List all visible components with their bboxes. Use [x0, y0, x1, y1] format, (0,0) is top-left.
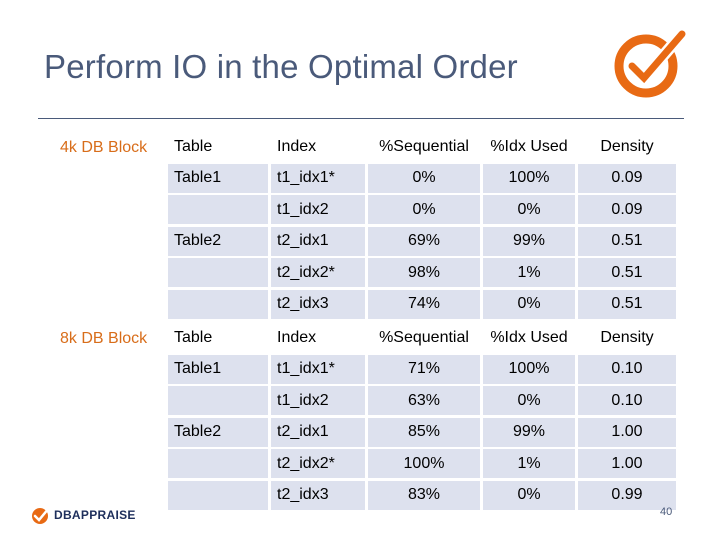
- table-cell-index: t1_idx1*: [271, 163, 365, 193]
- table-cell-idx_used: 0%: [483, 480, 575, 510]
- table-cell-idx_used: 0%: [483, 289, 575, 319]
- table-cell-table: [168, 386, 268, 415]
- table-cell-density: 0.10: [578, 386, 676, 415]
- column-header: %Idx Used: [483, 323, 575, 352]
- column-header: Table: [168, 323, 268, 352]
- table-cell-seq: 100%: [368, 449, 480, 478]
- table-cell-idx_used: 1%: [483, 449, 575, 478]
- column-header: %Sequential: [368, 323, 480, 352]
- table-cell-seq: 69%: [368, 226, 480, 256]
- table-cell-seq: 0%: [368, 195, 480, 224]
- table-cell-idx_used: 100%: [483, 163, 575, 193]
- table-cell-table: Table2: [168, 226, 268, 256]
- column-header: %Sequential: [368, 132, 480, 161]
- table-cell-idx_used: 0%: [483, 386, 575, 415]
- table-cell-seq: 85%: [368, 417, 480, 447]
- column-header: Density: [578, 323, 676, 352]
- table-cell-table: [168, 289, 268, 319]
- checkmark-logo-icon: [614, 28, 688, 98]
- checkmark-small-icon: [32, 506, 51, 524]
- column-header: %Idx Used: [483, 132, 575, 161]
- table-4k-block: Table Index %Sequential %Idx Used Density Tab…: [168, 132, 676, 319]
- table-cell-table: [168, 480, 268, 510]
- table-cell-index: t2_idx3: [271, 289, 365, 319]
- page-number: 40: [660, 506, 673, 518]
- table-cell-density: 0.09: [578, 163, 676, 193]
- table-cell-idx_used: 0%: [483, 195, 575, 224]
- table-cell-table: [168, 449, 268, 478]
- table-cell-index: t1_idx1*: [271, 354, 365, 384]
- table-cell-idx_used: 1%: [483, 258, 575, 287]
- table-cell-index: t1_idx2: [271, 195, 365, 224]
- table-cell-seq: 98%: [368, 258, 480, 287]
- dbappraise-logo: DBAPPRAISE: [30, 504, 136, 526]
- table-cell-density: 0.51: [578, 258, 676, 287]
- table-cell-table: Table2: [168, 417, 268, 447]
- column-header: Index: [271, 323, 365, 352]
- table-8k-block: Table Index %Sequential %Idx Used Density Tab…: [168, 323, 676, 510]
- table-cell-seq: 74%: [368, 289, 480, 319]
- table-cell-index: t2_idx3: [271, 480, 365, 510]
- column-header: Density: [578, 132, 676, 161]
- column-header: Table: [168, 132, 268, 161]
- table-cell-seq: 83%: [368, 480, 480, 510]
- section-label-4k: 4k DB Block: [60, 139, 148, 156]
- table-cell-density: 1.00: [578, 449, 676, 478]
- table-cell-index: t2_idx1: [271, 417, 365, 447]
- table-cell-density: 1.00: [578, 417, 676, 447]
- table-cell-density: 0.99: [578, 480, 676, 510]
- table-cell-table: [168, 258, 268, 287]
- table-cell-density: 0.51: [578, 226, 676, 256]
- table-cell-seq: 0%: [368, 163, 480, 193]
- table-cell-density: 0.51: [578, 289, 676, 319]
- table-cell-table: Table1: [168, 163, 268, 193]
- table-cell-index: t2_idx1: [271, 226, 365, 256]
- page-title: Perform IO in the Optimal Order: [44, 48, 518, 85]
- column-header: Index: [271, 132, 365, 161]
- table-cell-idx_used: 100%: [483, 354, 575, 384]
- table-cell-index: t1_idx2: [271, 386, 365, 415]
- table-cell-idx_used: 99%: [483, 417, 575, 447]
- table-cell-density: 0.09: [578, 195, 676, 224]
- title-divider: [38, 118, 684, 119]
- table-cell-idx_used: 99%: [483, 226, 575, 256]
- table-cell-seq: 63%: [368, 386, 480, 415]
- table-cell-seq: 71%: [368, 354, 480, 384]
- table-cell-index: t2_idx2*: [271, 258, 365, 287]
- section-label-8k: 8k DB Block: [60, 330, 148, 347]
- table-cell-index: t2_idx2*: [271, 449, 365, 478]
- logo-text: DBAPPRAISE: [54, 508, 136, 522]
- table-cell-density: 0.10: [578, 354, 676, 384]
- table-cell-table: [168, 195, 268, 224]
- table-cell-table: Table1: [168, 354, 268, 384]
